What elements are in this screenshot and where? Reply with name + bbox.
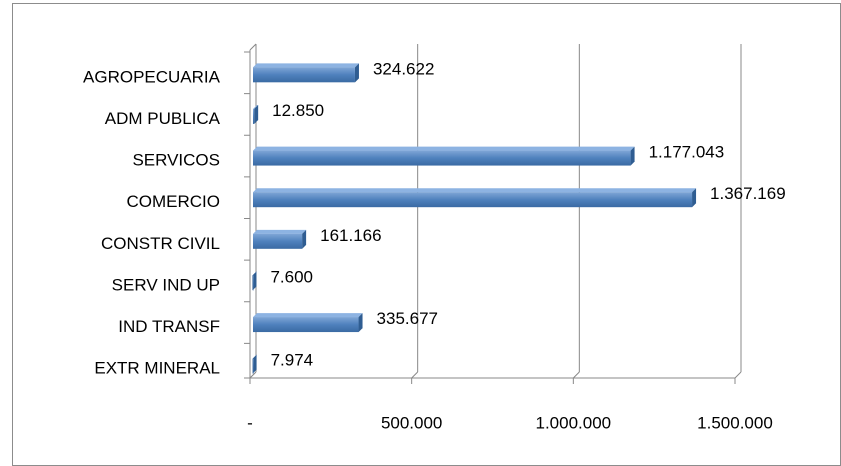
bar-top xyxy=(253,63,359,68)
bar-side xyxy=(358,313,363,333)
value-label: 161.166 xyxy=(320,226,381,245)
bar xyxy=(253,67,355,83)
y-tick-label: AGROPECUARIA xyxy=(83,67,221,86)
grid-line xyxy=(572,371,580,379)
y-tick-label: IND TRANSF xyxy=(118,317,220,336)
chart-frame xyxy=(12,3,841,466)
value-label: 12.850 xyxy=(272,101,324,120)
bar-top xyxy=(253,188,697,193)
bar xyxy=(253,150,631,166)
y-tick-label: CONSTR CIVIL xyxy=(101,234,220,253)
bar-top xyxy=(253,229,307,234)
bar xyxy=(253,358,254,374)
bar-side xyxy=(302,229,307,249)
bar-side xyxy=(252,354,257,374)
axis-line xyxy=(249,371,257,379)
x-tick-label: 1.500.000 xyxy=(697,413,773,432)
axis-line xyxy=(249,43,257,51)
bar xyxy=(253,275,254,291)
y-tick-label: SERV IND UP xyxy=(112,275,220,294)
value-label: 324.622 xyxy=(373,59,434,78)
grid-line xyxy=(411,371,419,379)
bar-side xyxy=(354,63,359,83)
y-tick-label: SERVICOS xyxy=(132,151,220,170)
x-tick-label: 500.000 xyxy=(381,413,442,432)
bar xyxy=(253,108,255,124)
bar-top xyxy=(253,146,635,151)
x-tick-label: - xyxy=(247,413,253,432)
value-label: 335.677 xyxy=(377,309,438,328)
value-label: 1.367.169 xyxy=(710,184,786,203)
y-tick-label: ADM PUBLICA xyxy=(105,109,221,128)
bar xyxy=(253,317,359,333)
y-tick-label: EXTR MINERAL xyxy=(94,359,220,378)
grid-line xyxy=(734,371,742,379)
y-tick-label: COMERCIO xyxy=(127,192,221,211)
x-tick-label: 1.000.000 xyxy=(536,413,612,432)
bar-top xyxy=(253,313,363,318)
bar-side xyxy=(630,146,635,166)
value-label: 7.974 xyxy=(271,351,314,370)
bar-side xyxy=(254,104,259,124)
bar xyxy=(253,192,693,208)
bar xyxy=(253,233,303,249)
value-label: 7.600 xyxy=(270,267,313,286)
bar-side xyxy=(692,188,697,208)
value-label: 1.177.043 xyxy=(649,143,725,162)
bar-top xyxy=(253,104,259,109)
